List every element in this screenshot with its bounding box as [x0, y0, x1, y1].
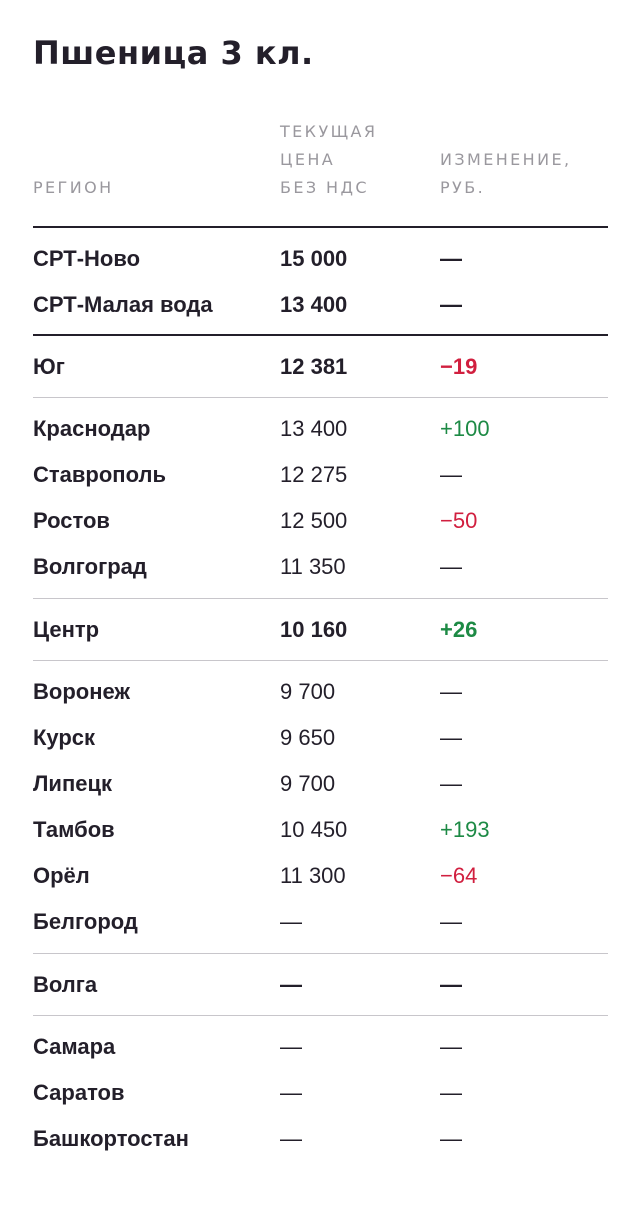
- cell-change: +26: [440, 617, 478, 642]
- cell-price: 12 275: [280, 462, 348, 487]
- table-group-volga-total: Волга — —: [33, 954, 608, 1016]
- table-row: Самара — —: [33, 1024, 608, 1070]
- cell-price: 9 700: [280, 679, 336, 704]
- table-group-volga-regions: Самара — — Саратов — — Башкортостан — —: [33, 1016, 608, 1170]
- cell-change: —: [440, 725, 462, 750]
- cell-price: 13 400: [280, 292, 348, 317]
- table-row: Волга — —: [33, 954, 608, 1015]
- cell-price: —: [280, 1080, 302, 1105]
- cell-region: Саратов: [33, 1080, 125, 1105]
- table-row: Центр 10 160 +26: [33, 599, 608, 660]
- cell-region: Воронеж: [33, 679, 131, 704]
- cell-region: Тамбов: [33, 817, 115, 842]
- cell-region: Ставрополь: [33, 462, 166, 487]
- cell-change: —: [440, 1126, 462, 1151]
- table-row: Ставрополь 12 275 —: [33, 452, 608, 498]
- cell-region: Самара: [33, 1034, 116, 1059]
- cell-change: —: [440, 462, 462, 487]
- table-row: Башкортостан — —: [33, 1116, 608, 1162]
- table-group-center-total: Центр 10 160 +26: [33, 599, 608, 661]
- table-group-points: СРТ-Ново 15 000 — СРТ-Малая вода 13 400 …: [33, 228, 608, 336]
- cell-change: —: [440, 771, 462, 796]
- cell-change: —: [440, 1034, 462, 1059]
- cell-region: СРТ-Малая вода: [33, 292, 213, 317]
- table-row: СРТ-Ново 15 000 —: [33, 236, 608, 282]
- column-header-region: РЕГИОН: [33, 178, 114, 197]
- table-header: РЕГИОН ТЕКУЩАЯ ЦЕНА БЕЗ НДС ИЗМЕНЕНИЕ, Р…: [33, 120, 608, 228]
- cell-change: —: [440, 246, 462, 271]
- cell-change: —: [440, 554, 462, 579]
- price-table-body: СРТ-Ново 15 000 — СРТ-Малая вода 13 400 …: [33, 228, 608, 1170]
- cell-change: −64: [440, 863, 478, 888]
- cell-region: Ростов: [33, 508, 110, 533]
- cell-price: 9 650: [280, 725, 336, 750]
- cell-price: 10 450: [280, 817, 348, 842]
- page-title: Пшеница 3 кл.: [33, 34, 314, 72]
- cell-change: —: [440, 292, 462, 317]
- cell-price: —: [280, 909, 302, 934]
- cell-price: —: [280, 972, 302, 997]
- table-row: Волгоград 11 350 —: [33, 544, 608, 590]
- cell-price: 11 350: [280, 554, 346, 579]
- table-row: Краснодар 13 400 +100: [33, 406, 608, 452]
- cell-region: Волгоград: [33, 554, 147, 579]
- cell-region: Волга: [33, 972, 98, 997]
- cell-region: Краснодар: [33, 416, 151, 441]
- cell-region: Липецк: [33, 771, 113, 796]
- cell-price: —: [280, 1126, 302, 1151]
- table-group-south-regions: Краснодар 13 400 +100 Ставрополь 12 275 …: [33, 398, 608, 599]
- table-row: Курск 9 650 —: [33, 715, 608, 761]
- cell-region: Башкортостан: [33, 1126, 189, 1151]
- cell-region: СРТ-Ново: [33, 246, 141, 271]
- cell-change: +100: [440, 416, 490, 441]
- table-row: Ростов 12 500 −50: [33, 498, 608, 544]
- cell-price: 15 000: [280, 246, 348, 271]
- table-row: Орёл 11 300 −64: [33, 853, 608, 899]
- column-header-price: ТЕКУЩАЯ ЦЕНА БЕЗ НДС: [280, 122, 378, 197]
- cell-price: —: [280, 1034, 302, 1059]
- cell-region: Юг: [33, 354, 65, 379]
- cell-change: —: [440, 909, 462, 934]
- cell-region: Центр: [33, 617, 100, 642]
- cell-region: Орёл: [33, 863, 90, 888]
- cell-change: −19: [440, 354, 478, 379]
- cell-region: Курск: [33, 725, 96, 750]
- cell-change: —: [440, 1080, 462, 1105]
- table-row: Юг 12 381 −19: [33, 336, 608, 397]
- cell-change: −50: [440, 508, 478, 533]
- table-group-center-regions: Воронеж 9 700 — Курск 9 650 — Липецк 9 7…: [33, 661, 608, 954]
- table-row: Саратов — —: [33, 1070, 608, 1116]
- cell-region: Белгород: [33, 909, 138, 934]
- table-row: СРТ-Малая вода 13 400 —: [33, 282, 608, 328]
- table-row: Тамбов 10 450 +193: [33, 807, 608, 853]
- table-group-south-total: Юг 12 381 −19: [33, 336, 608, 398]
- cell-price: 10 160: [280, 617, 348, 642]
- table-row: Белгород — —: [33, 899, 608, 945]
- cell-price: 12 381: [280, 354, 348, 379]
- cell-price: 9 700: [280, 771, 336, 796]
- cell-change: +193: [440, 817, 490, 842]
- cell-price: 13 400: [280, 416, 348, 441]
- table-row: Липецк 9 700 —: [33, 761, 608, 807]
- column-header-change: ИЗМЕНЕНИЕ, РУБ.: [440, 150, 572, 197]
- cell-change: —: [440, 679, 462, 704]
- table-row: Воронеж 9 700 —: [33, 669, 608, 715]
- cell-price: 11 300: [280, 863, 346, 888]
- cell-price: 12 500: [280, 508, 348, 533]
- cell-change: —: [440, 972, 462, 997]
